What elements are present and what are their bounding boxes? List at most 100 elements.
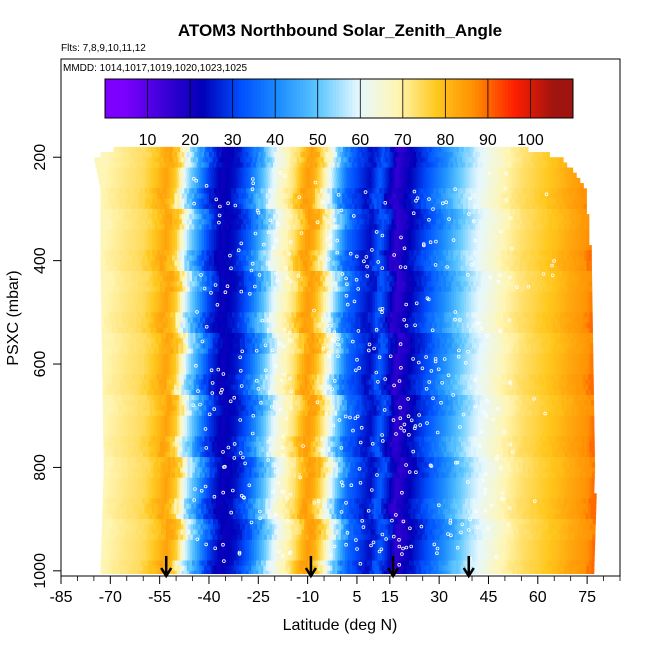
heatmap-cell — [112, 203, 116, 210]
heatmap-cell — [371, 152, 375, 158]
heatmap-cell — [513, 146, 517, 153]
heatmap-cell — [470, 198, 474, 205]
heatmap-cell — [465, 245, 469, 251]
heatmap-cell — [339, 250, 343, 257]
heatmap-cell — [495, 250, 499, 257]
heatmap-cell — [270, 208, 274, 215]
heatmap-cell — [246, 276, 250, 282]
heatmap-cell — [215, 167, 219, 174]
heatmap-cell — [196, 214, 200, 220]
heatmap-cell — [196, 265, 200, 272]
heatmap-cell — [389, 239, 393, 246]
heatmap-cell — [105, 265, 109, 272]
heatmap-cell — [206, 219, 210, 226]
heatmap-cell — [480, 162, 484, 169]
heatmap-cell — [569, 245, 573, 251]
heatmap-cell — [221, 162, 225, 169]
heatmap-cell — [134, 224, 139, 231]
heatmap-cell — [201, 250, 205, 257]
heatmap-cell — [495, 245, 499, 251]
heatmap-cell — [301, 167, 305, 174]
heatmap-cell — [319, 219, 324, 226]
heatmap-cell — [487, 265, 491, 272]
heatmap-cell — [139, 229, 143, 236]
heatmap-cell — [248, 224, 252, 231]
heatmap-cell — [487, 224, 491, 231]
heatmap-cell — [549, 224, 553, 231]
heatmap-cell — [475, 203, 479, 210]
heatmap-cell — [507, 193, 511, 200]
heatmap-cell — [495, 265, 499, 272]
heatmap-cell — [184, 172, 188, 179]
heatmap-cell — [371, 239, 375, 246]
heatmap-cell — [282, 255, 287, 262]
heatmap-cell — [413, 265, 417, 272]
heatmap-cell — [354, 193, 358, 200]
heatmap-cell — [149, 239, 153, 246]
heatmap-cell — [162, 265, 166, 272]
heatmap-cell — [512, 219, 516, 226]
heatmap-cell — [302, 239, 306, 246]
heatmap-cell — [178, 167, 182, 174]
heatmap-cell — [258, 198, 262, 205]
heatmap-cell — [268, 255, 272, 262]
heatmap-cell — [206, 214, 210, 220]
heatmap-cell — [199, 208, 203, 215]
heatmap-cell — [117, 245, 121, 251]
heatmap-cell — [166, 172, 170, 179]
heatmap-cell — [438, 214, 442, 220]
heatmap-cell — [458, 203, 462, 210]
heatmap-cell — [322, 276, 326, 282]
heatmap-cell — [305, 214, 309, 220]
heatmap-cell — [261, 276, 265, 282]
heatmap-cell — [485, 270, 489, 277]
heatmap-cell — [370, 157, 374, 163]
heatmap-cell — [125, 152, 129, 158]
heatmap-cell — [492, 255, 496, 262]
heatmap-cell — [100, 255, 104, 262]
heatmap-cell — [408, 152, 412, 158]
heatmap-cell — [225, 183, 229, 189]
heatmap-cell — [195, 146, 199, 153]
heatmap-cell — [263, 224, 267, 231]
heatmap-cell — [431, 177, 435, 184]
heatmap-cell — [433, 224, 437, 231]
heatmap-cell — [514, 229, 518, 236]
heatmap-cell — [146, 183, 150, 189]
heatmap-cell — [297, 183, 301, 189]
heatmap-cell — [433, 219, 437, 226]
heatmap-cell — [113, 276, 117, 282]
heatmap-cell — [541, 250, 545, 257]
heatmap-cell — [319, 183, 323, 189]
heatmap-cell — [292, 260, 296, 267]
heatmap-cell — [433, 203, 437, 210]
heatmap-cell — [458, 162, 462, 169]
heatmap-cell — [194, 162, 198, 169]
heatmap-cell — [223, 188, 227, 195]
heatmap-cell — [153, 177, 157, 184]
heatmap-cell — [144, 183, 148, 189]
heatmap-cell — [273, 146, 277, 153]
heatmap-cell — [232, 157, 236, 163]
heatmap-cell — [569, 224, 573, 231]
heatmap-cell — [213, 229, 217, 236]
heatmap-cell — [386, 276, 390, 282]
heatmap-cell — [403, 219, 407, 226]
heatmap-cell — [248, 208, 252, 215]
heatmap-cell — [144, 162, 148, 169]
heatmap-cell — [578, 198, 582, 205]
heatmap-cell — [490, 188, 494, 195]
heatmap-cell — [458, 265, 462, 272]
heatmap-cell — [389, 229, 393, 236]
heatmap-cell — [297, 203, 301, 210]
heatmap-cell — [543, 167, 547, 174]
heatmap-cell — [322, 208, 326, 215]
heatmap-cell — [418, 214, 422, 220]
heatmap-cell — [287, 188, 291, 195]
heatmap-cell — [426, 260, 430, 267]
heatmap-cell — [325, 276, 329, 282]
heatmap-cell — [276, 157, 280, 163]
heatmap-cell — [504, 250, 508, 257]
heatmap-cell — [147, 224, 151, 231]
heatmap-cell — [524, 265, 528, 272]
